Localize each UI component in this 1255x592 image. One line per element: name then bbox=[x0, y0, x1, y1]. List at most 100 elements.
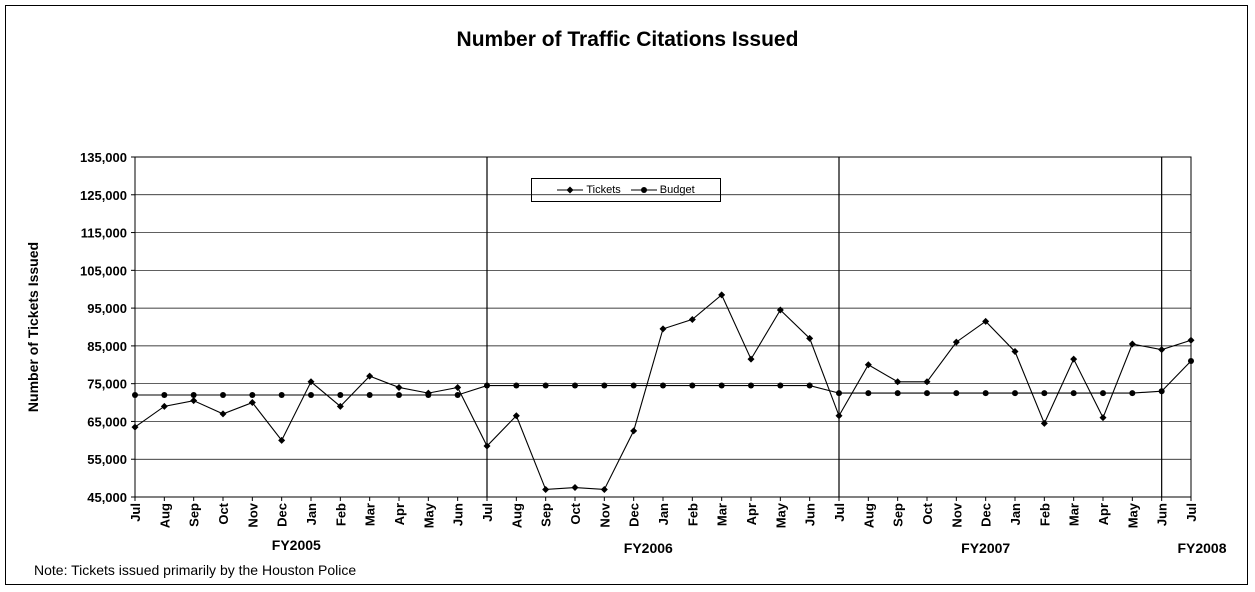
data-point-tickets bbox=[688, 315, 696, 323]
data-point-tickets bbox=[659, 325, 667, 333]
data-point-budget bbox=[542, 382, 549, 389]
data-point-tickets bbox=[248, 399, 256, 407]
y-tick-label: 115,000 bbox=[81, 226, 127, 241]
data-point-budget bbox=[425, 392, 432, 398]
x-tick-label: Sep bbox=[187, 503, 202, 527]
chart-note: Note: Tickets issued primarily by the Ho… bbox=[34, 562, 357, 578]
data-point-tickets bbox=[307, 378, 315, 386]
chart-frame bbox=[5, 5, 1248, 585]
series-tickets bbox=[131, 291, 1195, 493]
data-point-budget bbox=[777, 382, 784, 389]
chart-legend: Tickets Budget bbox=[531, 178, 721, 202]
data-point-tickets bbox=[512, 412, 520, 420]
x-tick-label: Feb bbox=[1037, 503, 1052, 526]
data-point-budget bbox=[484, 382, 490, 389]
x-tick-label: Aug bbox=[861, 503, 876, 528]
data-point-budget bbox=[161, 392, 168, 398]
data-point-tickets bbox=[395, 383, 403, 391]
x-tick-label: Jul bbox=[1184, 503, 1199, 522]
x-tick-label: Apr bbox=[392, 503, 407, 525]
x-tick-label: Apr bbox=[744, 503, 759, 525]
x-tick-label: May bbox=[421, 502, 436, 528]
legend-label-budget: Budget bbox=[659, 184, 695, 196]
y-tick-label: 85,000 bbox=[87, 339, 127, 354]
data-point-tickets bbox=[923, 378, 931, 386]
data-point-budget bbox=[660, 382, 666, 389]
data-point-tickets bbox=[718, 291, 726, 299]
x-tick-label: Feb bbox=[685, 503, 700, 526]
x-tick-label: Sep bbox=[891, 503, 906, 527]
data-point-budget bbox=[1188, 358, 1194, 364]
data-point-tickets bbox=[219, 410, 227, 418]
series-budget bbox=[132, 358, 1194, 398]
x-tick-label: Nov bbox=[597, 502, 612, 527]
data-point-tickets bbox=[336, 402, 344, 410]
legend-budget-swatch bbox=[630, 187, 657, 193]
y-tick-label: 55,000 bbox=[87, 452, 127, 467]
x-tick-label: Aug bbox=[509, 503, 524, 528]
x-tick-label: Sep bbox=[539, 503, 554, 527]
data-point-tickets bbox=[190, 397, 198, 405]
legend-tickets-swatch bbox=[557, 186, 584, 194]
data-point-budget bbox=[132, 392, 138, 398]
data-point-budget bbox=[1070, 390, 1077, 397]
data-point-budget bbox=[630, 382, 637, 389]
x-tick-label: Oct bbox=[920, 502, 935, 524]
data-point-budget bbox=[836, 390, 842, 397]
data-point-budget bbox=[924, 390, 930, 397]
data-point-budget bbox=[249, 392, 256, 398]
data-point-budget bbox=[1100, 390, 1106, 397]
data-point-tickets bbox=[1070, 355, 1078, 363]
series-line-budget bbox=[135, 360, 1192, 396]
y-tick-label: 75,000 bbox=[87, 377, 127, 392]
data-point-budget bbox=[366, 392, 373, 398]
x-tick-label: Mar bbox=[363, 503, 378, 526]
data-point-tickets bbox=[747, 355, 755, 363]
x-tick-label: Dec bbox=[275, 503, 290, 527]
x-tick-label: Jan bbox=[1008, 503, 1023, 525]
data-point-budget bbox=[308, 392, 314, 398]
data-point-tickets bbox=[982, 317, 990, 325]
x-tick-label: Oct bbox=[568, 502, 583, 524]
y-tick-label: 125,000 bbox=[80, 188, 127, 203]
x-tick-label: May bbox=[1125, 502, 1140, 528]
x-tick-label: Mar bbox=[715, 503, 730, 526]
data-point-tickets bbox=[542, 485, 550, 493]
x-tick-label: Feb bbox=[333, 503, 348, 526]
x-tick-label: Oct bbox=[216, 502, 231, 524]
x-tick-label: Nov bbox=[245, 502, 260, 527]
data-point-budget bbox=[278, 392, 285, 398]
legend-label-tickets: Tickets bbox=[586, 184, 621, 196]
data-point-budget bbox=[1041, 390, 1048, 397]
data-point-budget bbox=[396, 392, 402, 398]
data-point-tickets bbox=[894, 378, 902, 386]
data-point-tickets bbox=[835, 412, 843, 420]
data-point-tickets bbox=[952, 338, 960, 346]
data-point-tickets bbox=[600, 485, 608, 493]
data-point-tickets bbox=[1187, 336, 1195, 344]
data-point-budget bbox=[865, 390, 872, 397]
x-tick-label: Jul bbox=[480, 503, 495, 522]
data-point-tickets bbox=[864, 361, 872, 369]
x-tick-label: Mar bbox=[1067, 503, 1082, 526]
fiscal-year-label: FY2007 bbox=[961, 540, 1010, 556]
y-axis-label: Number of Tickets Issued bbox=[25, 242, 41, 412]
data-point-tickets bbox=[1011, 348, 1019, 356]
x-tick-label: Jul bbox=[832, 503, 847, 522]
data-point-budget bbox=[689, 382, 696, 389]
data-point-tickets bbox=[1128, 340, 1136, 348]
data-point-budget bbox=[337, 392, 344, 398]
y-tick-label: 105,000 bbox=[80, 263, 127, 278]
data-point-budget bbox=[454, 392, 461, 398]
x-tick-label: Dec bbox=[627, 503, 642, 527]
data-point-budget bbox=[953, 390, 960, 397]
data-point-budget bbox=[748, 382, 754, 389]
data-point-tickets bbox=[278, 436, 286, 444]
chart-title: Number of Traffic Citations Issued bbox=[456, 28, 799, 51]
data-point-budget bbox=[601, 382, 608, 389]
x-tick-label: Jul bbox=[128, 503, 143, 522]
data-point-tickets bbox=[806, 334, 814, 342]
data-point-tickets bbox=[1158, 346, 1166, 354]
data-point-budget bbox=[1158, 388, 1165, 395]
fiscal-year-label: FY2005 bbox=[272, 537, 321, 553]
